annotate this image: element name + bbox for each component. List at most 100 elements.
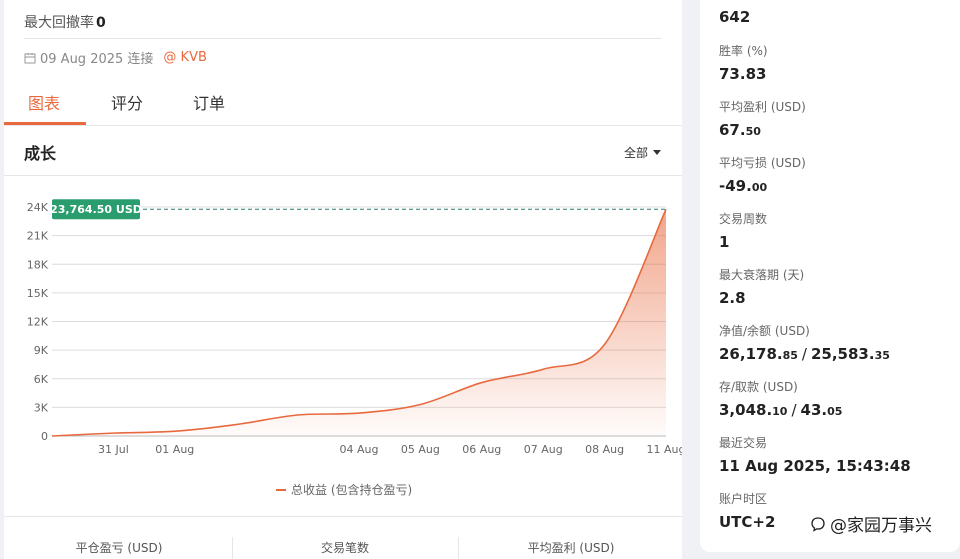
stat-value: 2.8 xyxy=(719,289,804,307)
stat-weeks: 交易周数 1 xyxy=(719,210,767,251)
watermark-text: @家园万事兴 xyxy=(830,516,932,536)
stat-win-rate: 胜率 (%) 73.83 xyxy=(719,42,768,83)
chart-legend[interactable]: 总收益 (包含持仓盈亏) xyxy=(276,481,412,498)
stat-value2-main: 43. xyxy=(800,401,828,419)
stat-label: 最近交易 xyxy=(719,436,768,450)
stat-value2-decimals: 05 xyxy=(827,405,843,418)
tab-orders[interactable]: 订单 xyxy=(193,94,226,113)
max-drawdown-value: 0 xyxy=(96,15,106,31)
trade-count-label: 交易笔数 xyxy=(320,541,369,555)
stat-label: 胜率 (%) xyxy=(719,44,768,58)
x-tick-label: 01 Aug xyxy=(155,443,194,456)
divider xyxy=(232,537,233,559)
avg-profit-label: 平均盈利 (USD) xyxy=(527,541,615,555)
tab-chart[interactable]: 图表 xyxy=(28,94,61,113)
stat-timezone: 账户时区 UTC+2 xyxy=(719,490,775,531)
divider xyxy=(24,38,662,39)
stat-avg-profit: 平均盈利 (USD) 67.50 xyxy=(719,98,806,139)
stat-value-decimals: 85 xyxy=(782,349,798,362)
growth-chart[interactable]: 0 3K 6K 9K 12K 15K 18K 21K 24K 31 Jul 01 Aug 04 Aug… xyxy=(4,180,682,470)
account-stats-panel: 642 胜率 (%) 73.83 平均盈利 (USD) 67.50 平均亏损 (… xyxy=(700,0,960,552)
calendar-icon xyxy=(24,52,36,63)
connect-date: 09 Aug 2025 连接 xyxy=(40,52,154,67)
active-tab-indicator xyxy=(4,122,86,125)
account-meta: 09 Aug 2025 连接 @ KVB xyxy=(24,48,207,67)
max-drawdown: 最大回撤率 0 xyxy=(24,12,106,32)
series-area xyxy=(52,209,666,436)
account-chart-panel: 最大回撤率 0 09 Aug 2025 连接 @ KVB 图表 评分 订单 成长 … xyxy=(4,0,682,559)
y-tick-label: 0 xyxy=(41,430,48,443)
y-tick-label: 18K xyxy=(27,258,49,271)
last-value-badge xyxy=(52,199,140,220)
stat-label: 净值/余额 (USD) xyxy=(719,324,810,338)
last-value-label: 23,764.50 USD xyxy=(50,203,142,216)
stat-value-main: 1 xyxy=(719,233,730,251)
stat-equity-balance: 净值/余额 (USD) 26,178.85/25,583.35 xyxy=(719,322,890,363)
range-dropdown-value: 全部 xyxy=(624,146,649,160)
stat-label: 交易周数 xyxy=(719,212,768,226)
x-tick-label: 11 Aug xyxy=(647,443,682,456)
stat-value: 26,178.85/25,583.35 xyxy=(719,345,890,363)
stat-value: 1 xyxy=(719,233,767,251)
y-tick-label: 12K xyxy=(27,316,49,329)
stat-value-main: UTC+2 xyxy=(719,513,776,531)
divider xyxy=(4,175,682,176)
range-dropdown[interactable]: 全部 xyxy=(624,144,662,161)
stat-label: 平均盈利 (USD) xyxy=(719,100,806,114)
stat-value: -49.00 xyxy=(719,177,806,195)
stat-value: 73.83 xyxy=(719,65,768,83)
stat-value-main: 2.8 xyxy=(719,289,746,307)
y-tick-label: 3K xyxy=(34,401,49,414)
y-tick-label: 24K xyxy=(27,201,49,214)
y-tick-label: 6K xyxy=(34,373,49,386)
stat-label: 平均亏损 (USD) xyxy=(719,156,806,170)
stat-value-decimals: 10 xyxy=(772,405,788,418)
stat-value: 67.50 xyxy=(719,121,806,139)
stat-trades: 642 xyxy=(719,8,750,26)
stat-value2-main: 25,583. xyxy=(810,345,875,363)
x-tick-label: 07 Aug xyxy=(524,443,563,456)
stat-deposit-withdrawal: 存/取款 (USD) 3,048.10/43.05 xyxy=(719,378,842,419)
y-tick-label: 15K xyxy=(27,287,49,300)
x-tick-label: 05 Aug xyxy=(401,443,440,456)
chat-bubble-icon xyxy=(811,516,825,532)
value-separator: / xyxy=(801,345,807,363)
stat-last-trade: 最近交易 11 Aug 2025, 15:43:48 xyxy=(719,434,911,475)
stat-value-main: 73.83 xyxy=(719,65,767,83)
stat-value: 642 xyxy=(719,8,750,26)
stat-value-main: 642 xyxy=(719,8,751,26)
stat-value-main: 67. xyxy=(719,121,746,139)
series-line xyxy=(51,208,667,437)
x-tick-label: 04 Aug xyxy=(340,443,379,456)
stat-value: 11 Aug 2025, 15:43:48 xyxy=(719,457,911,475)
stat-value-main: 26,178. xyxy=(719,345,783,363)
broker-link[interactable]: @ KVB xyxy=(163,50,207,65)
stat-value-main: -49. xyxy=(719,177,752,195)
stat-value-main: 3,048. xyxy=(719,401,773,419)
stat-value2-decimals: 35 xyxy=(874,349,890,362)
stat-value: UTC+2 xyxy=(719,513,775,531)
stat-value-decimals: 00 xyxy=(751,181,768,194)
stat-label: 最大衰落期 (天) xyxy=(719,268,805,282)
stat-value-main: 11 Aug 2025, 15:43:48 xyxy=(719,457,911,475)
y-tick-label: 21K xyxy=(27,230,49,243)
section-title: 成长 xyxy=(24,144,57,163)
stat-label: 存/取款 (USD) xyxy=(719,380,798,394)
value-separator: / xyxy=(791,401,797,419)
legend-label: 总收益 (包含持仓盈亏) xyxy=(291,483,413,497)
y-tick-label: 9K xyxy=(34,344,49,357)
stat-value: 3,048.10/43.05 xyxy=(719,401,842,419)
max-drawdown-label: 最大回撤率 xyxy=(24,15,94,31)
bottom-stats-row: 平仓盈亏 (USD) 交易笔数 平均盈利 (USD) xyxy=(4,517,682,559)
x-tick-label: 08 Aug xyxy=(585,443,624,456)
stat-avg-loss: 平均亏损 (USD) -49.00 xyxy=(719,154,806,195)
tab-rating[interactable]: 评分 xyxy=(111,94,144,113)
x-tick-label: 31 Jul xyxy=(98,443,129,456)
stat-value-decimals: 50 xyxy=(745,125,761,138)
stat-label: 账户时区 xyxy=(719,492,768,506)
tab-bar: 图表 评分 订单 xyxy=(4,80,682,126)
closed-pnl-label: 平仓盈亏 (USD) xyxy=(75,541,163,555)
caret-down-icon xyxy=(653,150,662,155)
watermark: @家园万事兴 xyxy=(810,511,932,536)
legend-swatch xyxy=(276,488,286,491)
